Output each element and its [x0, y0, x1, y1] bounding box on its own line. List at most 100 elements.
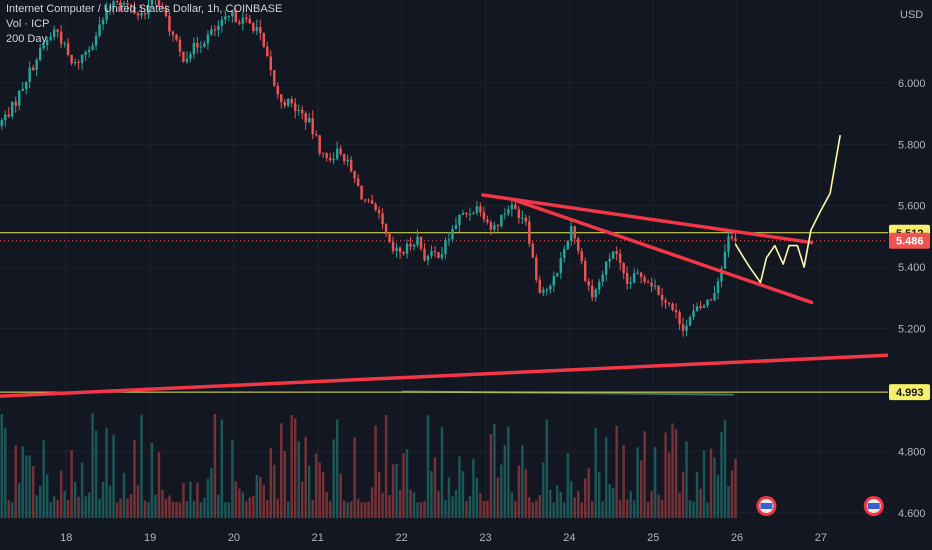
- volume-bar: [349, 501, 353, 518]
- candle-body: [716, 281, 720, 294]
- candle-body: [643, 277, 646, 282]
- time-axis-background: [0, 522, 932, 550]
- volume-bar: [178, 502, 182, 518]
- volume-bar: [489, 434, 493, 518]
- volume-bar: [608, 484, 611, 518]
- volume-bar: [147, 502, 150, 518]
- candle-body: [164, 8, 168, 17]
- candle-body: [734, 238, 737, 241]
- candle-body: [7, 114, 10, 117]
- volume-bar: [402, 453, 405, 518]
- volume-bar: [115, 502, 119, 518]
- candle-body: [433, 251, 437, 253]
- candle-body: [363, 199, 367, 201]
- candle-body: [297, 109, 300, 112]
- volume-bar: [688, 500, 692, 518]
- volume-bar: [618, 499, 622, 518]
- candle-body: [171, 31, 175, 35]
- price-tick-label: 4.600: [898, 508, 926, 520]
- volume-bar: [38, 485, 42, 518]
- volume-bar: [374, 425, 377, 518]
- candle-body: [70, 54, 73, 64]
- trendline[interactable]: [0, 353, 890, 398]
- candle-body: [31, 67, 35, 70]
- price-axis[interactable]: USD 6.000 5.800 5.600 5.400 5.200 4.800 4.600 5.…: [888, 0, 932, 522]
- volume-bar: [84, 496, 87, 518]
- event-flag-icon[interactable]: [756, 496, 777, 516]
- volume-bar: [521, 445, 524, 518]
- currency-label: USD: [900, 9, 923, 21]
- volume-bar: [377, 471, 381, 518]
- candle-body: [423, 248, 426, 261]
- volume-bar: [353, 437, 356, 518]
- volume-bar: [643, 431, 646, 518]
- volume-bar: [241, 492, 245, 518]
- volume-bar: [458, 456, 461, 518]
- volume-bar: [510, 492, 514, 518]
- price-tag-label: [889, 384, 930, 401]
- candle-body: [374, 203, 377, 211]
- volume-bar: [231, 440, 234, 518]
- volume-bar: [678, 492, 681, 518]
- candle-body: [699, 306, 702, 308]
- candle-body: [409, 243, 412, 247]
- candle-body: [307, 118, 311, 123]
- trendline[interactable]: [481, 193, 814, 245]
- candle-body: [629, 282, 632, 285]
- volume-bar: [143, 500, 147, 518]
- candle-body: [370, 200, 374, 204]
- trendline[interactable]: [513, 198, 814, 305]
- volume-bar: [472, 459, 475, 518]
- candle-body: [346, 159, 349, 162]
- volume-bar: [556, 485, 559, 518]
- candle-body: [314, 134, 318, 136]
- event-flag-icon[interactable]: [863, 496, 884, 516]
- volume-bar: [615, 425, 618, 518]
- time-tick-label: 21: [312, 532, 324, 544]
- volume-bar: [52, 496, 56, 518]
- candle-body: [332, 158, 335, 161]
- candle-body: [563, 248, 566, 259]
- price-tick-label: 5.800: [898, 139, 926, 151]
- volume-bar: [695, 472, 699, 518]
- candle-body: [203, 43, 206, 47]
- volume-bar: [706, 502, 709, 518]
- candle-body: [356, 178, 360, 186]
- candle-body: [580, 250, 583, 262]
- candle-body: [91, 45, 94, 50]
- candle-body: [304, 113, 307, 123]
- volume-bar: [87, 492, 91, 518]
- candle-body: [559, 258, 562, 274]
- candle-body: [217, 25, 220, 31]
- volume-bar: [730, 470, 734, 518]
- volume-bar: [28, 455, 31, 518]
- candle-body: [126, 3, 129, 5]
- volume-bar: [262, 484, 266, 518]
- candle-body: [224, 16, 227, 20]
- projection-path[interactable]: [734, 134, 841, 284]
- candle-body: [112, 1, 115, 8]
- time-axis[interactable]: 18 19 20 21 22 23 24 25 26 27: [0, 522, 932, 550]
- candle-body: [21, 88, 24, 91]
- volume-bar: [325, 492, 328, 518]
- volume-bar: [412, 492, 416, 518]
- candle-body: [321, 153, 325, 155]
- volume-bar: [653, 447, 657, 518]
- candle-body: [210, 29, 213, 35]
- time-tick-label: 18: [60, 532, 72, 544]
- volume-bar: [538, 494, 542, 518]
- candle-body: [496, 225, 500, 227]
- volume-bar: [31, 466, 35, 518]
- volume-bar: [650, 491, 653, 518]
- candle-body: [273, 70, 276, 86]
- volume-bar: [129, 494, 133, 518]
- volume-bar: [280, 423, 283, 518]
- volume-bar: [119, 498, 122, 518]
- volume-bar: [601, 501, 604, 518]
- volume-bar: [674, 428, 678, 518]
- volume-bar: [639, 460, 643, 518]
- volume-bar: [552, 502, 555, 518]
- volume-bar: [7, 499, 10, 518]
- volume-bar: [360, 502, 363, 518]
